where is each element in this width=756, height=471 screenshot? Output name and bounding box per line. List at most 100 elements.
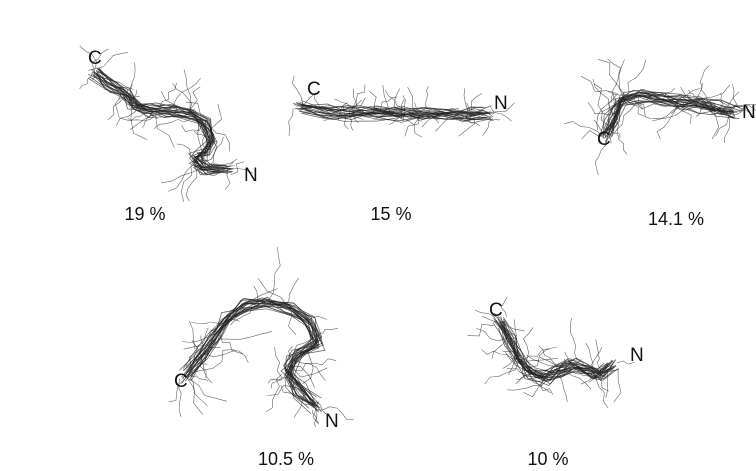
side-chain-trace — [400, 118, 422, 138]
side-chain-trace — [129, 89, 138, 107]
side-chain-trace — [523, 373, 551, 394]
side-chain-trace — [492, 102, 515, 113]
side-chain-trace — [609, 121, 615, 144]
side-chain-trace — [183, 69, 191, 114]
side-chain-trace — [210, 318, 240, 333]
side-chain-trace — [568, 359, 601, 380]
side-chain-trace — [172, 82, 196, 116]
side-chain-trace — [287, 353, 297, 385]
side-chain-trace — [312, 410, 317, 427]
side-chain-trace — [715, 92, 723, 112]
side-chain-trace — [613, 96, 621, 116]
side-chain-trace — [490, 106, 512, 122]
side-chain-trace — [477, 109, 494, 118]
cluster-2: C N 15 % — [288, 75, 515, 224]
cluster-4-percent-label: 10.5 % — [258, 449, 314, 469]
side-chain-trace — [352, 84, 366, 108]
side-chain-trace — [613, 368, 622, 403]
backbone-trace — [92, 74, 235, 176]
backbone-trace — [89, 76, 220, 174]
side-chain-trace — [373, 112, 403, 120]
side-chain-trace — [491, 337, 514, 359]
side-chain-trace — [539, 356, 570, 368]
side-chain-trace — [127, 112, 153, 122]
side-chain-trace — [266, 373, 283, 412]
side-chain-trace — [597, 346, 603, 371]
side-chain-trace — [79, 45, 98, 78]
side-chain-trace — [353, 112, 364, 120]
side-chain-trace — [347, 112, 359, 123]
cluster-4: C N 10.5 % — [168, 246, 354, 469]
side-chain-trace — [502, 358, 521, 369]
side-chain-trace — [224, 161, 234, 190]
side-chain-trace — [149, 113, 176, 116]
side-chain-trace — [413, 114, 424, 125]
side-chain-trace — [228, 288, 278, 315]
side-chain-trace — [569, 317, 578, 360]
side-chain-trace — [618, 59, 626, 103]
side-chain-trace — [504, 352, 517, 364]
side-chain-trace — [414, 102, 422, 113]
side-chain-trace — [323, 117, 349, 121]
side-chain-trace — [402, 114, 423, 122]
cluster-3-c-terminus-label: C — [597, 129, 611, 150]
side-chain-trace — [209, 166, 226, 177]
side-chain-trace — [656, 87, 675, 102]
side-chain-trace — [116, 103, 139, 126]
side-chain-trace — [388, 113, 402, 126]
side-chain-trace — [114, 91, 122, 118]
side-chain-trace — [325, 102, 348, 115]
cluster-3-n-terminus-label: N — [742, 102, 756, 123]
side-chain-trace — [137, 107, 173, 117]
side-chain-trace — [559, 376, 568, 403]
side-chain-trace — [652, 101, 687, 122]
side-chain-trace — [534, 368, 567, 374]
side-chain-trace — [594, 138, 608, 176]
side-chain-trace — [694, 102, 734, 119]
side-chain-trace — [732, 104, 756, 117]
side-chain-trace — [640, 89, 662, 100]
side-chain-trace — [527, 346, 557, 369]
cluster-5-c-terminus-label: C — [489, 300, 503, 321]
side-chain-trace — [203, 350, 244, 358]
cluster-1-c-terminus-label: C — [88, 48, 102, 69]
side-chain-trace — [526, 354, 566, 367]
cluster-1-percent-label: 19 % — [124, 204, 165, 224]
side-chain-trace — [580, 75, 617, 96]
cluster-3-percent-label: 14.1 % — [648, 209, 704, 229]
side-chain-trace — [466, 108, 480, 113]
side-chain-trace — [481, 349, 518, 360]
side-chain-trace — [400, 95, 405, 119]
side-chain-trace — [107, 95, 126, 121]
side-chain-trace — [293, 334, 320, 354]
side-chain-trace — [605, 368, 608, 399]
side-chain-trace — [284, 277, 299, 306]
side-chain-trace — [183, 316, 226, 350]
side-chain-trace — [193, 130, 218, 143]
side-chain-trace — [594, 84, 608, 126]
side-chain-trace — [508, 354, 521, 376]
side-chain-trace — [500, 297, 508, 318]
side-chain-trace — [317, 328, 338, 338]
side-chain-trace — [701, 99, 748, 108]
side-chain-trace — [682, 98, 700, 112]
side-chain-trace — [610, 99, 623, 136]
side-chain-trace — [220, 334, 249, 363]
side-chain-trace — [526, 365, 537, 375]
side-chain-trace — [288, 303, 297, 336]
side-chain-trace — [374, 113, 403, 119]
side-chain-trace — [230, 307, 252, 326]
side-chain-trace — [334, 98, 353, 109]
side-chain-trace — [619, 97, 645, 117]
backbone-trace — [502, 317, 613, 379]
side-chain-trace — [190, 318, 224, 325]
side-chain-trace — [724, 112, 732, 144]
cluster-1-ensemble — [79, 45, 254, 202]
side-chain-trace — [79, 71, 93, 89]
side-chain-trace — [633, 98, 667, 110]
side-chain-trace — [568, 359, 582, 370]
side-chain-trace — [300, 92, 317, 112]
side-chain-trace — [549, 366, 568, 385]
side-chain-trace — [675, 107, 692, 124]
